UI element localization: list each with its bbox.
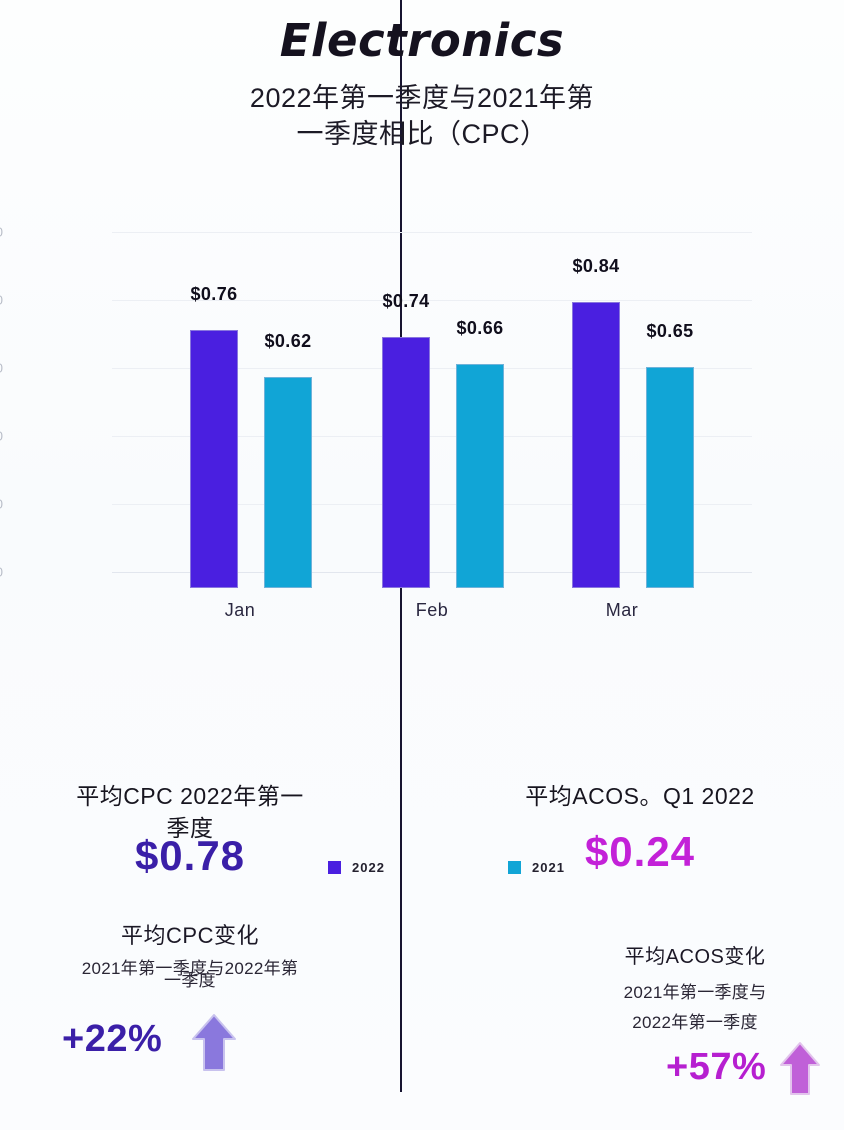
chart-plot-area: $1.00 $0.80 $0.60 $0.40 $0.20 $0.00 $0.7… <box>0 225 752 620</box>
cpc-stat-heading-line-1: 平均CPC 2022年第一 <box>76 783 304 809</box>
ytick-label-0-20: $0.20 <box>0 497 4 512</box>
legend-swatch-2022-icon <box>328 861 341 874</box>
bar-feb-2022[interactable] <box>382 337 430 588</box>
ytick-label-0-00: $0.00 <box>0 565 4 580</box>
cpc-change-subheading: 2021年第一季度与2022年第 一季度 <box>15 958 365 992</box>
bar-label-mar-2021: $0.65 <box>646 321 694 341</box>
xtick-label-mar: Mar <box>605 600 639 620</box>
cpc-stat-heading-line-2: 季度 <box>166 815 214 841</box>
legend-label-2022: 2022 <box>352 860 385 875</box>
gridline-0-60 <box>112 368 752 369</box>
subtitle-line-2: 一季度相比（CPC） <box>296 119 548 149</box>
acos-stat-heading: 平均ACOS。Q1 2022 <box>475 780 805 812</box>
bar-label-mar-2022: $0.84 <box>572 256 620 276</box>
bar-mar-2022[interactable] <box>572 302 620 588</box>
legend-swatch-2021-icon <box>508 861 521 874</box>
cpc-change-heading: 平均CPC变化 <box>121 923 259 948</box>
gridline-0-20 <box>112 504 752 505</box>
cpc-change-percent: +22% <box>62 1018 163 1060</box>
acos-change-percent: +57% <box>666 1046 767 1088</box>
bar-jan-2022[interactable] <box>190 330 238 588</box>
legend-item-2021[interactable]: 2021 <box>508 860 565 875</box>
ytick-label-0-40: $0.40 <box>0 429 4 444</box>
gridline-0-40 <box>112 436 752 437</box>
ytick-label-0-80: $0.80 <box>0 293 4 308</box>
cpc-change-subheading-line-2: 一季度 <box>164 971 216 990</box>
bar-label-jan-2021: $0.62 <box>264 331 312 351</box>
cpc-stat-heading: 平均CPC 2022年第一 季度 <box>25 780 355 844</box>
xtick-label-jan: Jan <box>224 600 256 620</box>
gridline-0-00 <box>112 572 752 573</box>
cpc-bar-chart: $1.00 $0.80 $0.60 $0.40 $0.20 $0.00 $0.7… <box>0 210 844 875</box>
page-subtitle: 2022年第一季度与2021年第 一季度相比（CPC） <box>180 80 664 152</box>
ytick-label-0-60: $0.60 <box>0 361 4 376</box>
cpc-up-arrow-icon <box>192 1014 236 1071</box>
legend-label-2021: 2021 <box>532 860 565 875</box>
bar-label-feb-2021: $0.66 <box>456 318 504 338</box>
gridline-0-80 <box>112 300 752 301</box>
bar-mar-2021[interactable] <box>646 367 694 588</box>
acos-change-subheading-line-2: 2022年第一季度 <box>632 1013 758 1032</box>
acos-stat-value: $0.24 <box>584 828 696 875</box>
ytick-label-1-00: $1.00 <box>0 225 4 240</box>
acos-change-subheading: 2021年第一季度与 2022年第一季度 <box>575 978 815 1038</box>
subtitle-line-1: 2022年第一季度与2021年第 <box>249 83 595 113</box>
legend-item-2022[interactable]: 2022 <box>328 860 385 875</box>
acos-change-subheading-line-1: 2021年第一季度与 <box>623 983 767 1002</box>
cpc-change-subheading-line-1: 2021年第一季度与2022年第 <box>81 959 299 978</box>
acos-stat-heading-line-1: 平均ACOS。Q1 2022 <box>525 783 755 809</box>
bar-label-feb-2022: $0.74 <box>382 291 430 311</box>
xtick-label-feb: Feb <box>415 600 449 620</box>
bar-feb-2021[interactable] <box>456 364 504 588</box>
gridline-1-00 <box>112 232 752 233</box>
cpc-stat-value: $0.78 <box>134 832 246 879</box>
acos-up-arrow-icon <box>780 1042 820 1095</box>
bar-jan-2021[interactable] <box>264 377 312 588</box>
acos-change-heading: 平均ACOS变化 <box>624 946 766 968</box>
page-title: Electronics <box>279 14 565 67</box>
bar-label-jan-2022: $0.76 <box>190 284 238 304</box>
